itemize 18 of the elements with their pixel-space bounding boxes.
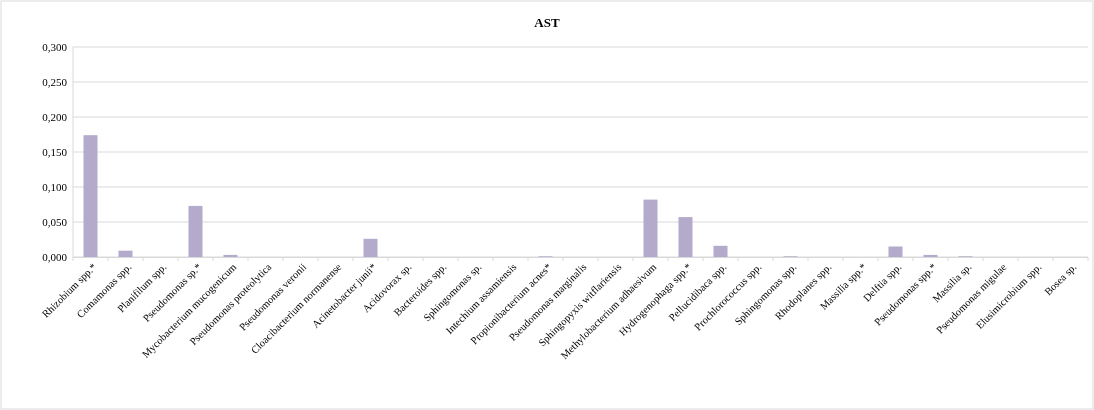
- y-tick-label: 0,250: [42, 75, 68, 88]
- bar: [118, 250, 133, 257]
- bar: [923, 254, 938, 257]
- bar: [363, 238, 378, 257]
- chart-title: AST: [534, 15, 560, 30]
- y-tick-label: 0,150: [42, 145, 68, 158]
- y-tick-label: 0,300: [42, 40, 68, 53]
- bar: [643, 199, 658, 257]
- bar: [223, 254, 238, 257]
- y-tick-label: 0,000: [42, 250, 68, 263]
- bar: [888, 246, 903, 257]
- bar: [83, 135, 98, 257]
- bar: [678, 217, 693, 257]
- bar: [713, 245, 728, 257]
- y-tick-label: 0,100: [42, 180, 68, 193]
- y-tick-label: 0,200: [42, 110, 68, 123]
- bar: [188, 205, 203, 257]
- y-tick-label: 0,050: [42, 215, 68, 228]
